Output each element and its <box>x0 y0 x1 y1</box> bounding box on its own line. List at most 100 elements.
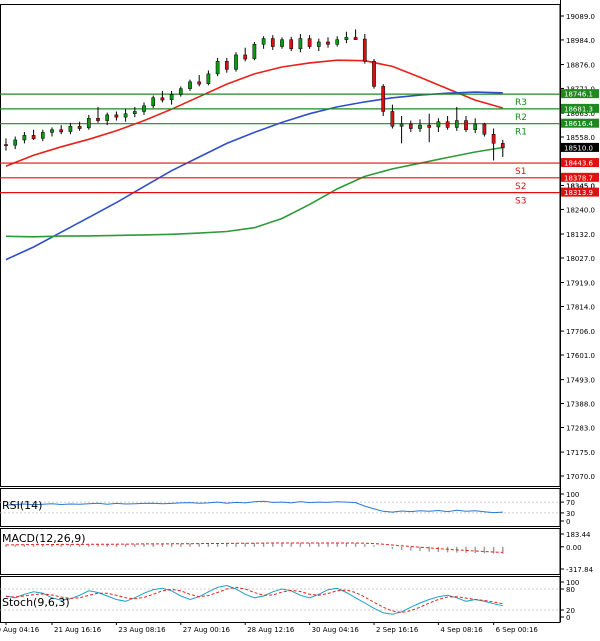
y-tick-label: 17601.0 <box>566 352 595 360</box>
y-tick-label: 17706.0 <box>566 328 595 336</box>
x-tick-label: 28 Aug 12:16 <box>247 626 295 634</box>
candle-body <box>390 111 395 127</box>
rsi-label: RSI(14) <box>2 499 42 512</box>
candle-body <box>372 61 376 87</box>
level-tag-text-r2: 18681.3 <box>564 105 593 113</box>
y-tick-label: 17919.0 <box>566 280 595 288</box>
x-tick-label: 4 Sep 08:16 <box>440 626 483 634</box>
candle-body <box>132 111 137 114</box>
candle-body <box>408 123 413 129</box>
level-tag-s1 <box>561 158 599 168</box>
y-tick-label: 18558.0 <box>566 134 595 142</box>
stoch-tick-label: 100 <box>566 579 579 587</box>
candle-body <box>418 124 422 129</box>
level-name-s3: S3 <box>515 197 526 207</box>
level-tag-text-s1: 18443.6 <box>564 160 593 168</box>
candle-body <box>151 97 156 107</box>
candle-body <box>50 129 54 133</box>
level-tag-text-s3: 18313.9 <box>564 189 593 197</box>
candle-body <box>454 120 459 128</box>
candle-body <box>436 121 441 128</box>
y-tick-label: 18345.0 <box>566 183 595 191</box>
rsi-tick-label: 0 <box>566 518 570 526</box>
candle-body <box>427 124 432 128</box>
y-axis-ticks: 19089.018984.018876.018771.018663.018558… <box>560 13 595 481</box>
candle-body <box>59 129 64 133</box>
y-tick-label: 18663.0 <box>566 110 595 118</box>
level-name-s1: S1 <box>515 167 526 177</box>
x-tick-label: 21 Aug 16:16 <box>54 626 102 634</box>
candle-body <box>473 123 478 130</box>
candle-body <box>68 126 73 132</box>
candle-body <box>96 118 100 121</box>
level-tag-r1 <box>561 118 599 128</box>
candle-body <box>362 38 367 62</box>
pivot-levels: R3 R2 R1 S1 S2 S3 <box>0 93 560 207</box>
candle-body <box>326 41 330 45</box>
y-tick-label: 18027.0 <box>566 255 595 263</box>
candle-body <box>4 144 8 146</box>
candle-body <box>261 38 266 45</box>
candle-body <box>215 61 220 75</box>
y-tick-label: 17175.0 <box>566 449 595 457</box>
y-tick-label: 19089.0 <box>566 13 595 21</box>
stoch-tick-label: 80 <box>566 586 575 594</box>
level-tag-text-r1: 18616.4 <box>564 120 593 128</box>
candle-body <box>31 135 36 140</box>
level-tag-r3 <box>561 89 599 99</box>
x-tick-label: 23 Aug 08:16 <box>118 626 166 634</box>
candle-body <box>270 38 275 47</box>
candlesticks <box>4 29 505 161</box>
macd-signal-line <box>5 542 503 553</box>
x-tick-label: 6 Sep 00:16 <box>496 626 539 634</box>
y-tick-label: 17283.0 <box>566 424 595 432</box>
y-tick-label: 18876.0 <box>566 62 595 70</box>
candle-body <box>206 73 211 84</box>
macd-tick-label: -317.84 <box>566 566 594 574</box>
candle-body <box>353 37 358 40</box>
x-tick-label: 30 Aug 04:16 <box>312 626 360 634</box>
macd-panel: 183.44 0.00 -317.84 MACD(12,26,9) <box>2 531 594 574</box>
current-price-tag <box>561 142 599 152</box>
level-tag-s3 <box>561 187 599 197</box>
rsi-tick-label: 100 <box>566 491 579 499</box>
price-labels: 18746.1 18681.3 18616.4 18443.6 18378.7 18313… <box>561 89 599 197</box>
x-tick-label: 27 Aug 00:16 <box>183 626 231 634</box>
candle-body <box>22 135 27 141</box>
candle-body <box>40 132 45 139</box>
rsi-line <box>5 500 503 514</box>
rsi-tick-label: 30 <box>566 510 575 518</box>
y-tick-label: 17070.0 <box>566 473 595 481</box>
y-tick-label: 18240.0 <box>566 206 595 214</box>
candle-body <box>234 54 238 70</box>
level-name-r2: R2 <box>515 113 527 123</box>
candle-body <box>316 41 321 47</box>
y-tick-label-extra: 18345.0 <box>566 183 595 191</box>
y-tick-label: 17493.0 <box>566 377 595 385</box>
candle-body <box>243 54 248 60</box>
y-tick-label: 18984.0 <box>566 37 595 45</box>
candle-body <box>464 120 468 130</box>
x-axis: 20 Aug 04:16 21 Aug 16:16 23 Aug 08:16 27 A… <box>0 622 538 634</box>
current-price-text: 18510.0 <box>564 144 593 152</box>
level-tag-s2 <box>561 172 599 182</box>
stoch-tick-label: 0 <box>566 614 570 622</box>
candle-body <box>86 118 91 129</box>
candle-body <box>307 38 312 47</box>
candle-body <box>178 88 183 95</box>
y-tick-label: 17388.0 <box>566 401 595 409</box>
stoch-tick-label: 20 <box>566 607 575 615</box>
candle-body <box>13 139 18 146</box>
candle-body <box>114 114 119 118</box>
candle-body <box>298 38 303 50</box>
y-tick-label: 18132.0 <box>566 231 595 239</box>
candle-body <box>491 133 496 144</box>
candle-body <box>289 39 294 50</box>
candle-body <box>188 81 192 89</box>
candle-body <box>482 123 487 135</box>
